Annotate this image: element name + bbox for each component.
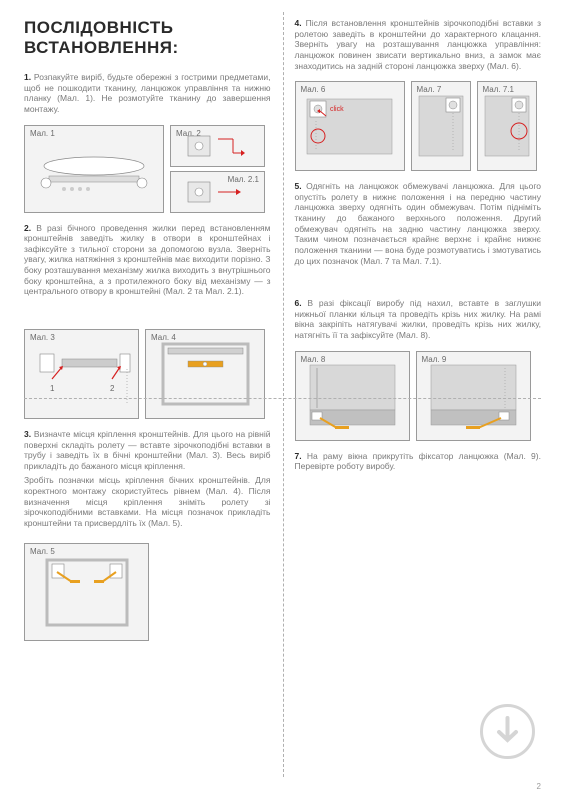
page-title: ПОСЛІДОВНІСТЬ ВСТАНОВЛЕННЯ: [24, 18, 271, 58]
click-mount-icon: click [302, 91, 397, 161]
fig-label: Мал. 7.1 [483, 85, 514, 94]
step-1: 1. Розпакуйте виріб, будьте обережні з г… [24, 72, 271, 115]
roller-parts-icon [34, 141, 154, 196]
figure-4: Мал. 4 [145, 329, 265, 419]
step-4: 4. Після встановлення кронштейнів зірочк… [295, 18, 542, 71]
fig-label: Мал. 9 [422, 355, 447, 364]
step-5: 5. Одягніть на ланцюжок обмежувачі ланцю… [295, 181, 542, 266]
figure-9: Мал. 9 [416, 351, 531, 441]
horizontal-divider [24, 398, 541, 399]
watermark-icon [480, 704, 535, 759]
step-2: 2. В разі бічного проведення жилки перед… [24, 223, 271, 297]
fig-label: Мал. 2 [176, 129, 201, 138]
fig-label: Мал. 2.1 [228, 175, 259, 184]
fig-label: Мал. 8 [301, 355, 326, 364]
figure-2-1: Мал. 2.1 [170, 171, 265, 213]
figure-3: Мал. 3 1 2 [24, 329, 139, 419]
svg-text:click: click [330, 106, 344, 113]
fig-row-8-9: Мал. 8 Мал. 9 [295, 351, 542, 441]
page-number: 2 [537, 782, 541, 791]
figure-1: Мал. 1 [24, 125, 164, 213]
fig-label: Мал. 5 [30, 547, 55, 556]
figure-6: Мал. 6 click [295, 81, 405, 171]
step-6: 6. В разі фіксації виробу під нахил, вст… [295, 298, 542, 341]
level-mount-icon [153, 336, 258, 411]
step-3a: 3. Визначте місця кріплення кронштейнів.… [24, 429, 271, 472]
figure-7-1: Мал. 7.1 [477, 81, 537, 171]
svg-text:2: 2 [110, 384, 115, 393]
drill-bracket-icon [32, 552, 142, 632]
right-column: 4. Після встановлення кронштейнів зірочк… [295, 18, 542, 789]
fig-label: Мал. 4 [151, 333, 176, 342]
figure-2: Мал. 2 [170, 125, 265, 167]
fig-row-6-7: Мал. 6 click Мал. 7 Мал. 7.1 [295, 81, 542, 171]
chain-fixer-icon [423, 360, 523, 432]
fig-label: Мал. 3 [30, 333, 55, 342]
fig-row-3-4: Мал. 3 1 2 Мал. 4 [24, 329, 271, 419]
step-7: 7. На раму вікна прикрутіть фіксатор лан… [295, 451, 542, 472]
figure-7: Мал. 7 [411, 81, 471, 171]
fig-label: Мал. 1 [30, 129, 55, 138]
figure-5: Мал. 5 [24, 543, 149, 641]
fig-row-1-2: Мал. 1 Мал. 2 Мал. 2.1 [24, 125, 271, 213]
figure-8: Мал. 8 [295, 351, 410, 441]
fig-label: Мал. 7 [417, 85, 442, 94]
step-3b: Зробіть позначки місць кріплення бічних … [24, 475, 271, 528]
left-column: ПОСЛІДОВНІСТЬ ВСТАНОВЛЕННЯ: 1. Розпакуйт… [24, 18, 271, 789]
tensioner-icon [302, 360, 402, 432]
vertical-divider [283, 12, 284, 777]
limiter-icon [416, 91, 466, 161]
svg-text:1: 1 [50, 384, 55, 393]
limiter-icon [482, 91, 532, 161]
fig-label: Мал. 6 [301, 85, 326, 94]
